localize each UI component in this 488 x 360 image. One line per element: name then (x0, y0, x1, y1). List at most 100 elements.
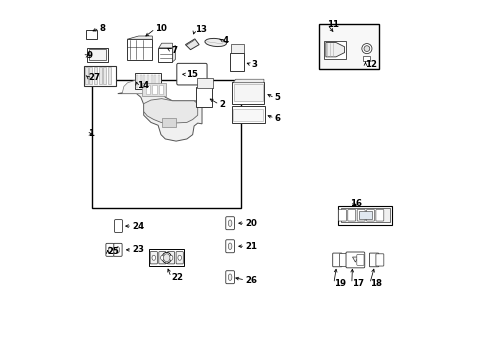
Bar (92, 80, 241, 208)
Bar (86, 30, 96, 39)
Ellipse shape (108, 247, 111, 253)
Bar (318, 24, 378, 69)
Text: 7: 7 (171, 46, 177, 55)
FancyBboxPatch shape (332, 253, 342, 267)
Bar (159, 85, 163, 94)
FancyBboxPatch shape (339, 253, 347, 266)
Bar (87, 48, 108, 62)
Ellipse shape (116, 247, 120, 253)
Text: 12: 12 (365, 60, 377, 69)
FancyBboxPatch shape (177, 63, 206, 85)
Text: 10: 10 (155, 24, 167, 33)
Bar (89, 49, 106, 60)
Text: 24: 24 (132, 222, 144, 231)
Ellipse shape (152, 255, 155, 260)
Polygon shape (159, 43, 172, 48)
FancyBboxPatch shape (167, 252, 174, 264)
Bar (358, 211, 371, 219)
Bar (94, 67, 97, 84)
Text: 1: 1 (87, 129, 93, 138)
Bar (142, 83, 165, 96)
FancyBboxPatch shape (225, 217, 234, 230)
Bar (149, 249, 184, 266)
FancyBboxPatch shape (114, 220, 122, 233)
Ellipse shape (178, 255, 181, 260)
Text: 14: 14 (137, 81, 149, 90)
Text: 11: 11 (326, 20, 339, 29)
Bar (89, 67, 92, 84)
Text: 2: 2 (219, 100, 225, 109)
Bar (99, 67, 102, 84)
Polygon shape (325, 42, 344, 57)
Bar (146, 75, 149, 88)
Bar (340, 208, 389, 222)
Bar (108, 67, 111, 84)
FancyBboxPatch shape (150, 252, 157, 264)
Polygon shape (172, 45, 175, 62)
Bar (338, 206, 392, 225)
Ellipse shape (162, 252, 171, 263)
Text: 4: 4 (222, 36, 228, 45)
Bar (154, 75, 156, 88)
Bar (363, 56, 370, 61)
Bar (233, 84, 262, 101)
Bar (324, 41, 346, 59)
Bar (103, 67, 106, 84)
Bar (230, 53, 244, 71)
Ellipse shape (228, 220, 231, 226)
Polygon shape (127, 36, 152, 39)
Bar (233, 109, 263, 121)
Ellipse shape (363, 46, 369, 51)
Bar (158, 75, 160, 88)
Bar (145, 85, 150, 94)
Ellipse shape (228, 274, 231, 280)
FancyBboxPatch shape (113, 243, 122, 256)
FancyBboxPatch shape (225, 271, 234, 284)
Text: 3: 3 (251, 60, 257, 69)
FancyBboxPatch shape (375, 210, 383, 221)
FancyBboxPatch shape (368, 253, 378, 267)
Text: 23: 23 (132, 246, 144, 254)
FancyBboxPatch shape (375, 254, 383, 266)
FancyBboxPatch shape (225, 240, 234, 253)
Bar (150, 75, 152, 88)
Bar (158, 48, 172, 62)
Bar (196, 87, 212, 107)
Bar (162, 118, 176, 127)
FancyBboxPatch shape (176, 252, 183, 264)
Bar (152, 85, 156, 94)
Ellipse shape (163, 254, 170, 262)
Bar (135, 73, 161, 89)
Text: 15: 15 (186, 70, 198, 79)
Polygon shape (143, 99, 197, 123)
Text: 17: 17 (351, 279, 363, 288)
Polygon shape (197, 78, 212, 88)
FancyBboxPatch shape (346, 252, 364, 268)
Polygon shape (118, 89, 202, 141)
Text: 20: 20 (244, 219, 257, 228)
Text: 8: 8 (99, 23, 105, 32)
FancyBboxPatch shape (356, 210, 365, 221)
Polygon shape (122, 80, 164, 94)
FancyBboxPatch shape (356, 255, 363, 265)
Ellipse shape (160, 255, 164, 260)
FancyBboxPatch shape (106, 243, 114, 256)
Polygon shape (232, 79, 264, 83)
Ellipse shape (169, 255, 172, 260)
Polygon shape (230, 44, 244, 53)
Bar (178, 64, 205, 84)
Text: 9: 9 (86, 51, 92, 60)
Polygon shape (185, 39, 199, 50)
Text: 5: 5 (274, 94, 280, 102)
Text: 25: 25 (107, 247, 120, 256)
Bar (140, 75, 142, 88)
Bar (143, 75, 145, 88)
Ellipse shape (361, 44, 371, 54)
Bar (84, 67, 87, 84)
Bar (126, 39, 152, 60)
Bar (231, 106, 264, 123)
Text: 26: 26 (244, 276, 257, 284)
Text: 21: 21 (244, 242, 257, 251)
FancyBboxPatch shape (347, 210, 355, 221)
Bar (231, 82, 264, 104)
